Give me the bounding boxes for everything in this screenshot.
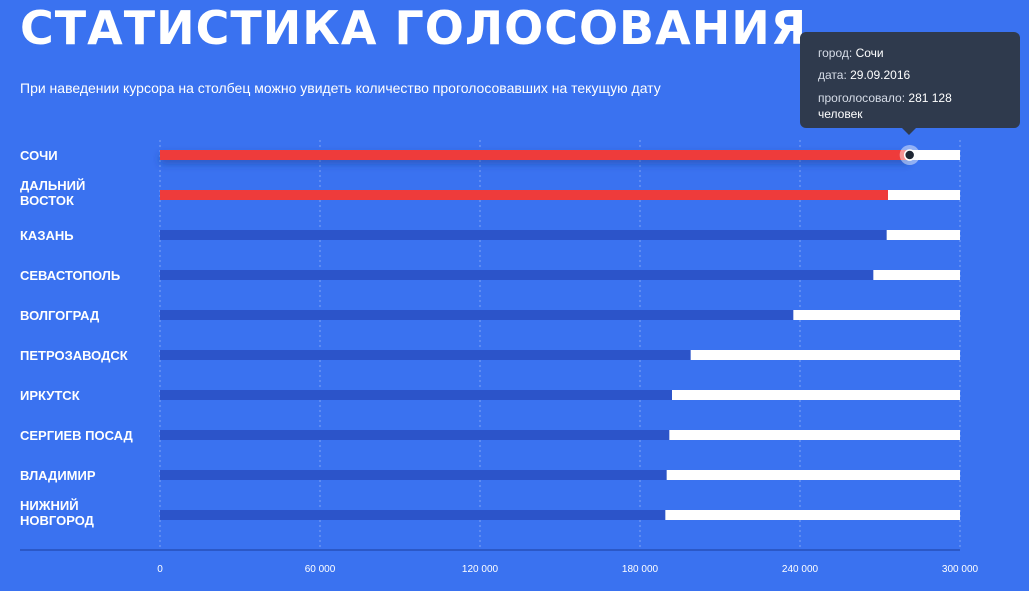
bar[interactable] xyxy=(160,510,666,520)
x-tick-label: 60 000 xyxy=(305,564,336,575)
category-label: СЕВАСТОПОЛЬ xyxy=(20,268,120,283)
x-tick-label: 240 000 xyxy=(782,564,819,575)
category-label: СОЧИ xyxy=(20,148,58,163)
hover-marker xyxy=(903,149,916,161)
bar[interactable] xyxy=(160,150,910,160)
tooltip-votes-value: 281 128 xyxy=(908,91,952,105)
page-title: СТАТИСТИКА ГОЛОСОВАНИЯ xyxy=(20,1,808,55)
category-label: ПЕТРОЗАВОДСК xyxy=(20,348,128,363)
x-tick-label: 300 000 xyxy=(942,564,979,575)
x-tick-label: 0 xyxy=(157,564,163,575)
tooltip-date-value: 29.09.2016 xyxy=(850,68,911,82)
bar[interactable] xyxy=(160,470,667,480)
hover-tooltip: город: Сочи дата: 29.09.2016 проголосова… xyxy=(800,32,1020,135)
tooltip-votes-row: проголосовало: 281 128 xyxy=(818,90,1002,106)
x-tick-label: 120 000 xyxy=(462,564,499,575)
bar[interactable] xyxy=(160,430,670,440)
tooltip-city-value: Сочи xyxy=(855,46,884,60)
tooltip-arrow xyxy=(902,128,916,135)
page-subtitle: При наведении курсора на столбец можно у… xyxy=(20,80,661,96)
tooltip-date-row: дата: 29.09.2016 xyxy=(818,64,1002,86)
bar[interactable] xyxy=(160,390,672,400)
x-tick-label: 180 000 xyxy=(622,564,659,575)
tooltip-votes-unit: человек xyxy=(818,106,1002,122)
category-label: НИЖНИЙ НОВГОРОД xyxy=(20,498,95,528)
category-label: КАЗАНЬ xyxy=(20,228,74,243)
category-label: ДАЛЬНИЙ ВОСТОК xyxy=(20,178,85,208)
bar[interactable] xyxy=(160,190,888,200)
bar[interactable] xyxy=(160,270,874,280)
tooltip-votes-unit-text: человек xyxy=(818,107,863,121)
category-label: ВОЛГОГРАД xyxy=(20,308,100,323)
category-label: ВЛАДИМИР xyxy=(20,468,96,483)
tooltip-city-row: город: Сочи xyxy=(818,42,1002,64)
category-label: СЕРГИЕВ ПОСАД xyxy=(20,428,134,443)
tooltip-date-key: дата: xyxy=(818,68,847,82)
bar[interactable] xyxy=(160,350,691,360)
tooltip-votes-key: проголосовало: xyxy=(818,91,906,105)
bar[interactable] xyxy=(160,310,794,320)
tooltip-city-key: город: xyxy=(818,46,853,60)
category-label: ИРКУТСК xyxy=(20,388,80,403)
bar[interactable] xyxy=(160,230,887,240)
